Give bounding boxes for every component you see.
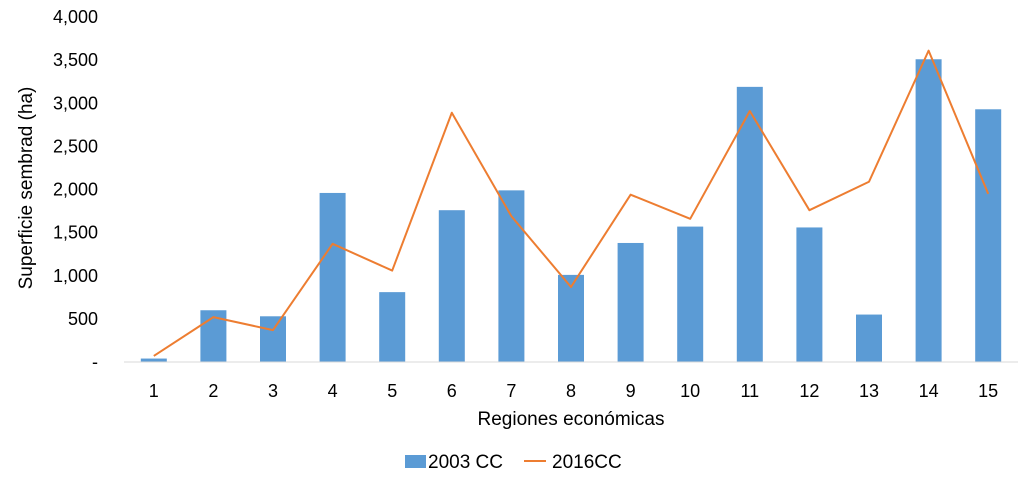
bar bbox=[498, 190, 525, 362]
y-axis-ticks: - 500 1,000 1,500 2,000 2,500 3,000 3,500 4,000 bbox=[53, 7, 98, 372]
y-tick-label: 4,000 bbox=[53, 7, 98, 27]
bar bbox=[438, 210, 465, 362]
x-tick-label: 12 bbox=[799, 381, 819, 401]
x-tick-label: 13 bbox=[859, 381, 879, 401]
x-tick-label: 9 bbox=[626, 381, 636, 401]
bar bbox=[677, 226, 704, 362]
bar bbox=[558, 274, 584, 362]
bar bbox=[617, 242, 644, 362]
bar bbox=[915, 59, 942, 362]
x-tick-label: 2 bbox=[208, 381, 218, 401]
x-tick-label: 11 bbox=[740, 381, 759, 401]
bar bbox=[319, 192, 346, 362]
x-tick-label: 3 bbox=[268, 381, 278, 401]
x-axis-ticks: 1 2 3 4 5 6 7 8 9 10 11 12 13 14 15 bbox=[149, 381, 998, 401]
y-tick-label: 3,000 bbox=[53, 93, 98, 113]
line-series bbox=[153, 49, 990, 357]
x-tick-label: 14 bbox=[919, 381, 939, 401]
legend: 2003 CC 2016CC bbox=[405, 452, 622, 473]
legend-swatch-2003cc bbox=[405, 455, 426, 468]
y-tick-label: 3,500 bbox=[53, 50, 98, 70]
y-tick-label: 2,500 bbox=[53, 136, 98, 156]
x-tick-label: 8 bbox=[566, 381, 576, 401]
bar-series bbox=[140, 59, 1002, 363]
bar bbox=[975, 109, 1002, 362]
x-tick-label: 1 bbox=[149, 381, 159, 401]
y-tick-label: 2,000 bbox=[53, 180, 98, 200]
y-tick-label: - bbox=[92, 352, 98, 372]
x-axis-title: Regiones económicas bbox=[478, 409, 665, 430]
y-axis-title: Superficie sembrad (ha) bbox=[16, 87, 37, 290]
x-tick-label: 7 bbox=[506, 381, 516, 401]
bar bbox=[260, 316, 286, 362]
x-tick-label: 6 bbox=[447, 381, 457, 401]
x-tick-label: 10 bbox=[680, 381, 700, 401]
bar bbox=[736, 86, 763, 363]
legend-label-2016cc: 2016CC bbox=[552, 452, 622, 473]
y-tick-label: 1,500 bbox=[53, 223, 98, 243]
x-tick-label: 15 bbox=[978, 381, 998, 401]
bar bbox=[140, 358, 167, 362]
series-line-2016cc bbox=[153, 49, 990, 357]
y-tick-label: 500 bbox=[68, 309, 98, 329]
bar bbox=[379, 292, 406, 362]
x-tick-label: 4 bbox=[328, 381, 338, 401]
bar bbox=[796, 227, 823, 362]
x-tick-label: 5 bbox=[387, 381, 397, 401]
y-tick-label: 1,000 bbox=[53, 266, 98, 286]
bar bbox=[856, 314, 882, 362]
legend-label-2003cc: 2003 CC bbox=[428, 452, 503, 473]
